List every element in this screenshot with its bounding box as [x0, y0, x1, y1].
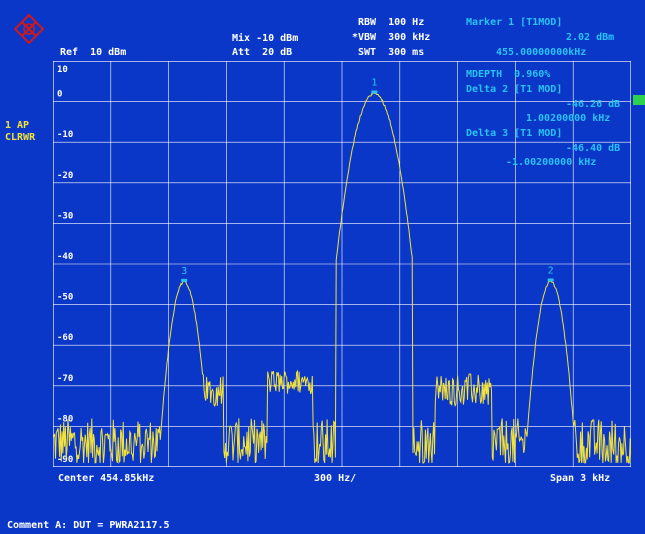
markers: 3 1 2: [181, 77, 554, 282]
ref-level: Ref 10 dBm: [60, 47, 127, 58]
marker1-title: Marker 1 [T1MOD]: [466, 17, 563, 28]
trace-label: 1 AP: [5, 120, 30, 131]
spectrum-plot[interactable]: 10 0 -10 -20 -30 -40 -50 -60 -70 -80 -90 3 1 2: [53, 61, 631, 467]
y-tick-label: -70: [57, 374, 73, 384]
span: Span 3 kHz: [550, 473, 611, 484]
spectrum-trace: [53, 91, 631, 464]
y-tick-label: 10: [57, 65, 68, 75]
y-tick-label: -80: [57, 414, 73, 424]
frequency-division: 300 Hz/: [314, 473, 357, 484]
marker1-level: 2.02 dBm: [566, 32, 615, 43]
delta3-title: Delta 3 [T1 MOD]: [466, 128, 563, 139]
marker-2-label: 2: [548, 265, 554, 276]
vbw: *VBW 300 kHz: [352, 32, 431, 43]
y-tick-label: 0: [57, 90, 62, 100]
y-tick-label: -10: [57, 130, 73, 140]
delta3-level: -46.40 dB: [566, 143, 621, 154]
y-axis-labels: 10 0 -10 -20 -30 -40 -50 -60 -70 -80 -90: [57, 65, 73, 465]
attenuation: Att 20 dB: [232, 47, 293, 58]
delta2-level: -46.26 dB: [566, 99, 621, 110]
grid: [53, 61, 631, 467]
y-tick-label: -60: [57, 333, 73, 343]
rbw: RBW 100 Hz: [358, 17, 425, 28]
y-tick-label: -90: [57, 455, 73, 465]
marker1-freq: 455.00000000kHz: [496, 47, 587, 58]
y-tick-label: -50: [57, 293, 73, 303]
center-frequency: Center 454.85kHz: [58, 473, 155, 484]
marker-2-point: [547, 278, 554, 282]
delta3-freq: -1.00200000 kHz: [506, 157, 597, 168]
y-tick-label: -30: [57, 211, 73, 221]
marker-1-label: 1: [371, 77, 377, 88]
marker-1-point: [371, 90, 378, 94]
mixer-level: Mix -10 dBm: [232, 33, 299, 44]
marker-3-label: 3: [181, 266, 187, 277]
mdepth: MDEPTH 0.960%: [466, 69, 551, 80]
trace-mode: CLRWR: [5, 132, 36, 143]
y-tick-label: -40: [57, 252, 73, 262]
delta2-title: Delta 2 [T1 MOD]: [466, 84, 563, 95]
comment: Comment A: DUT = PWRA2117.5: [7, 520, 170, 531]
y-tick-label: -20: [57, 171, 73, 181]
delta2-freq: 1.00200000 kHz: [526, 113, 611, 124]
marker-3-point: [181, 278, 188, 282]
rs-logo-icon: [14, 14, 44, 44]
status-indicator: [633, 95, 645, 105]
sweep-time: SWT 300 ms: [358, 47, 425, 58]
